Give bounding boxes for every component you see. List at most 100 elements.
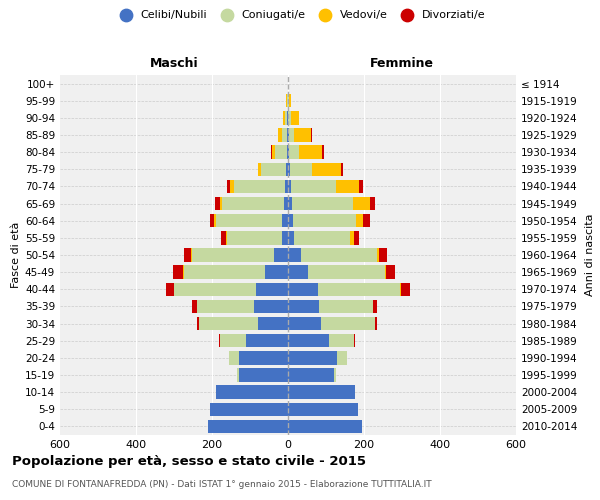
Bar <box>229 351 239 364</box>
Bar <box>336 180 359 193</box>
Bar <box>210 214 214 228</box>
Bar <box>274 248 288 262</box>
Bar <box>329 334 354 347</box>
Bar <box>184 248 191 262</box>
Bar <box>288 231 294 244</box>
Text: COMUNE DI FONTANAFREDDA (PN) - Dati ISTAT 1° gennaio 2015 - Elaborazione TUTTITA: COMUNE DI FONTANAFREDDA (PN) - Dati ISTA… <box>12 480 431 489</box>
Bar <box>184 266 265 279</box>
Bar <box>373 300 377 313</box>
Bar <box>289 111 291 124</box>
Bar <box>199 317 257 330</box>
Bar <box>322 146 324 159</box>
Bar <box>288 162 290 176</box>
Bar <box>288 180 290 193</box>
Bar <box>265 266 288 279</box>
Bar <box>288 197 292 210</box>
Bar <box>356 214 363 228</box>
Bar <box>272 146 275 159</box>
Bar <box>288 402 358 416</box>
Bar <box>256 282 288 296</box>
Bar <box>287 128 288 141</box>
Bar <box>287 146 288 159</box>
Bar <box>301 248 377 262</box>
Bar <box>288 334 329 347</box>
Bar <box>294 231 350 244</box>
Bar <box>289 128 294 141</box>
Bar <box>294 128 311 141</box>
Bar <box>291 111 299 124</box>
Bar <box>400 282 401 296</box>
Bar <box>236 368 239 382</box>
Bar <box>288 351 337 364</box>
Bar <box>288 386 355 399</box>
Bar <box>227 231 282 244</box>
Bar <box>278 128 281 141</box>
Bar <box>219 334 220 347</box>
Bar <box>208 420 288 433</box>
Bar <box>227 180 230 193</box>
Bar <box>334 368 335 382</box>
Bar <box>363 214 370 228</box>
Bar <box>197 317 199 330</box>
Bar <box>275 146 287 159</box>
Bar <box>354 334 355 347</box>
Bar <box>281 128 287 141</box>
Bar <box>290 180 336 193</box>
Bar <box>192 248 274 262</box>
Bar <box>293 214 356 228</box>
Bar <box>210 402 288 416</box>
Bar <box>359 180 363 193</box>
Bar <box>288 128 289 141</box>
Bar <box>174 282 256 296</box>
Bar <box>322 317 374 330</box>
Bar <box>221 197 284 210</box>
Bar <box>299 146 322 159</box>
Bar <box>286 111 287 124</box>
Bar <box>282 231 288 244</box>
Bar <box>308 266 385 279</box>
Bar <box>385 266 386 279</box>
Bar <box>288 266 308 279</box>
Bar <box>353 197 370 210</box>
Bar <box>259 162 262 176</box>
Bar <box>288 248 301 262</box>
Bar <box>350 231 354 244</box>
Bar <box>191 248 192 262</box>
Bar <box>377 248 379 262</box>
Bar <box>283 111 286 124</box>
Bar <box>257 317 288 330</box>
Bar <box>283 214 288 228</box>
Text: Maschi: Maschi <box>149 57 199 70</box>
Bar <box>239 351 288 364</box>
Text: Popolazione per età, sesso e stato civile - 2015: Popolazione per età, sesso e stato civil… <box>12 455 366 468</box>
Bar <box>313 162 341 176</box>
Bar <box>215 197 220 210</box>
Legend: Celibi/Nubili, Coniugati/e, Vedovi/e, Divorziati/e: Celibi/Nubili, Coniugati/e, Vedovi/e, Di… <box>110 6 490 25</box>
Bar <box>288 214 293 228</box>
Y-axis label: Fasce di età: Fasce di età <box>11 222 21 288</box>
Bar <box>197 300 254 313</box>
Text: Femmine: Femmine <box>370 57 434 70</box>
Bar <box>354 231 359 244</box>
Bar <box>216 214 283 228</box>
Bar <box>254 300 288 313</box>
Bar <box>292 197 353 210</box>
Bar <box>262 162 286 176</box>
Bar <box>166 282 174 296</box>
Bar <box>288 146 289 159</box>
Bar <box>311 128 312 141</box>
Bar <box>288 300 319 313</box>
Bar <box>286 162 288 176</box>
Bar <box>287 111 288 124</box>
Bar <box>239 368 288 382</box>
Bar <box>230 180 233 193</box>
Bar <box>374 317 377 330</box>
Bar <box>192 300 197 313</box>
Bar <box>226 231 227 244</box>
Bar <box>288 317 322 330</box>
Bar <box>379 248 387 262</box>
Bar <box>319 300 373 313</box>
Bar <box>220 197 221 210</box>
Bar <box>216 386 288 399</box>
Bar <box>288 282 317 296</box>
